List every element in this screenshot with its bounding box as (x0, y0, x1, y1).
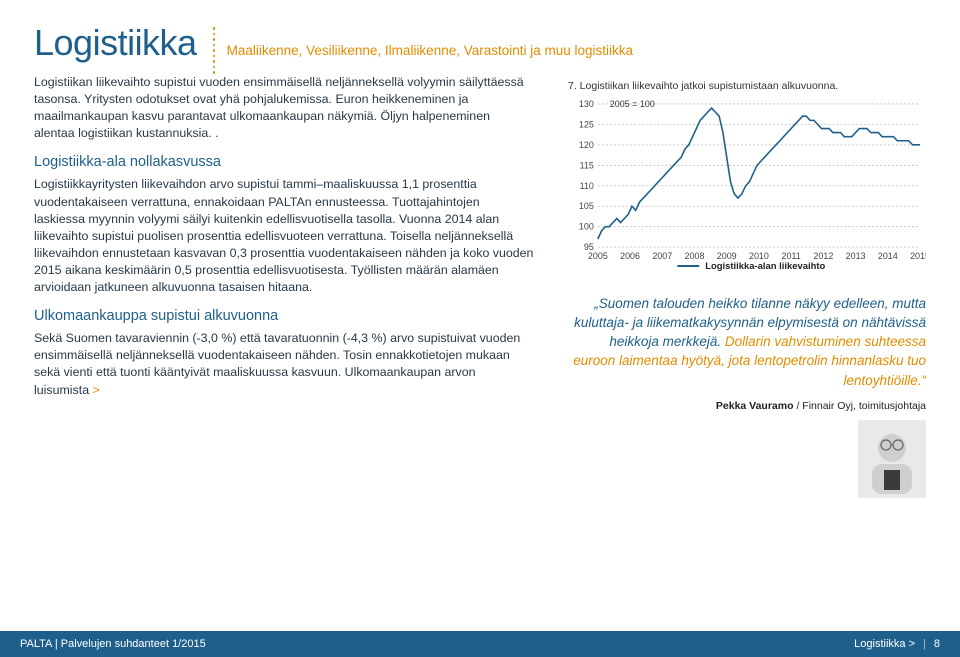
page-header: Logistiikka Maaliikenne, Vesiliikenne, I… (34, 22, 926, 64)
chart-svg: 951001051101151201251302005 = 1002005200… (568, 96, 926, 275)
portrait-image (858, 420, 926, 498)
footer-left: PALTA | Palvelujen suhdanteet 1/2015 (20, 638, 206, 650)
svg-text:105: 105 (579, 201, 594, 211)
svg-text:100: 100 (579, 222, 594, 232)
svg-text:2011: 2011 (782, 251, 801, 261)
svg-text:130: 130 (579, 99, 594, 109)
page-title: Logistiikka (34, 22, 197, 64)
content-columns: Logistiikan liikevaihto supistui vuoden … (34, 74, 926, 498)
read-more-icon: > (93, 383, 100, 397)
svg-text:2010: 2010 (749, 251, 769, 261)
svg-text:2008: 2008 (685, 251, 705, 261)
dotted-separator-icon (213, 27, 216, 74)
section-heading-1: Logistiikka-ala nollakasvussa (34, 152, 534, 172)
page-subtitle: Maaliikenne, Vesiliikenne, Ilmaliikenne,… (213, 43, 633, 58)
svg-text:2009: 2009 (717, 251, 737, 261)
intro-paragraph: Logistiikan liikevaihto supistui vuoden … (34, 74, 534, 142)
subtitle-text: Maaliikenne, Vesiliikenne, Ilmaliikenne,… (227, 43, 633, 58)
sidebar-column: 7. Logistiikan liikevaihto jatkoi supist… (568, 74, 926, 498)
page-footer: PALTA | Palvelujen suhdanteet 1/2015 Log… (0, 631, 960, 657)
footer-section: Logistiikka > (854, 638, 915, 650)
paragraph-2: Sekä Suomen tavaraviennin (-3,0 %) että … (34, 330, 534, 398)
svg-text:2006: 2006 (620, 251, 640, 261)
svg-text:2007: 2007 (652, 251, 672, 261)
svg-text:2005: 2005 (588, 251, 608, 261)
footer-page-number: 8 (934, 638, 940, 650)
quote-attribution: Pekka Vauramo / Finnair Oyj, toimitusjoh… (568, 400, 926, 412)
footer-separator-icon: | (923, 638, 926, 650)
paragraph-2-text: Sekä Suomen tavaraviennin (-3,0 %) että … (34, 331, 520, 396)
svg-text:2013: 2013 (846, 251, 866, 261)
footer-right: Logistiikka > | 8 (854, 638, 940, 650)
attribution-role: / Finnair Oyj, toimitusjohtaja (794, 400, 926, 412)
svg-text:125: 125 (579, 119, 594, 129)
svg-text:115: 115 (580, 160, 594, 170)
svg-text:120: 120 (579, 140, 594, 150)
attribution-name: Pekka Vauramo (716, 400, 794, 412)
svg-text:Logistiikka-alan liikevaihto: Logistiikka-alan liikevaihto (705, 261, 825, 272)
svg-text:2012: 2012 (813, 251, 833, 261)
svg-text:110: 110 (580, 181, 594, 191)
body-text-column: Logistiikan liikevaihto supistui vuoden … (34, 74, 534, 498)
svg-text:2005 = 100: 2005 = 100 (610, 99, 655, 109)
line-chart: 951001051101151201251302005 = 1002005200… (568, 96, 926, 276)
svg-text:2015: 2015 (910, 251, 926, 261)
svg-text:2014: 2014 (878, 251, 898, 261)
chart-title: 7. Logistiikan liikevaihto jatkoi supist… (568, 80, 926, 92)
document-page: Logistiikka Maaliikenne, Vesiliikenne, I… (0, 0, 960, 657)
pull-quote: „Suomen talouden heikko tilanne näkyy ed… (568, 294, 926, 390)
section-heading-2: Ulkomaankauppa supistui alkuvuonna (34, 306, 534, 326)
paragraph-1: Logistiikkayritysten liikevaihdon arvo s… (34, 176, 534, 296)
